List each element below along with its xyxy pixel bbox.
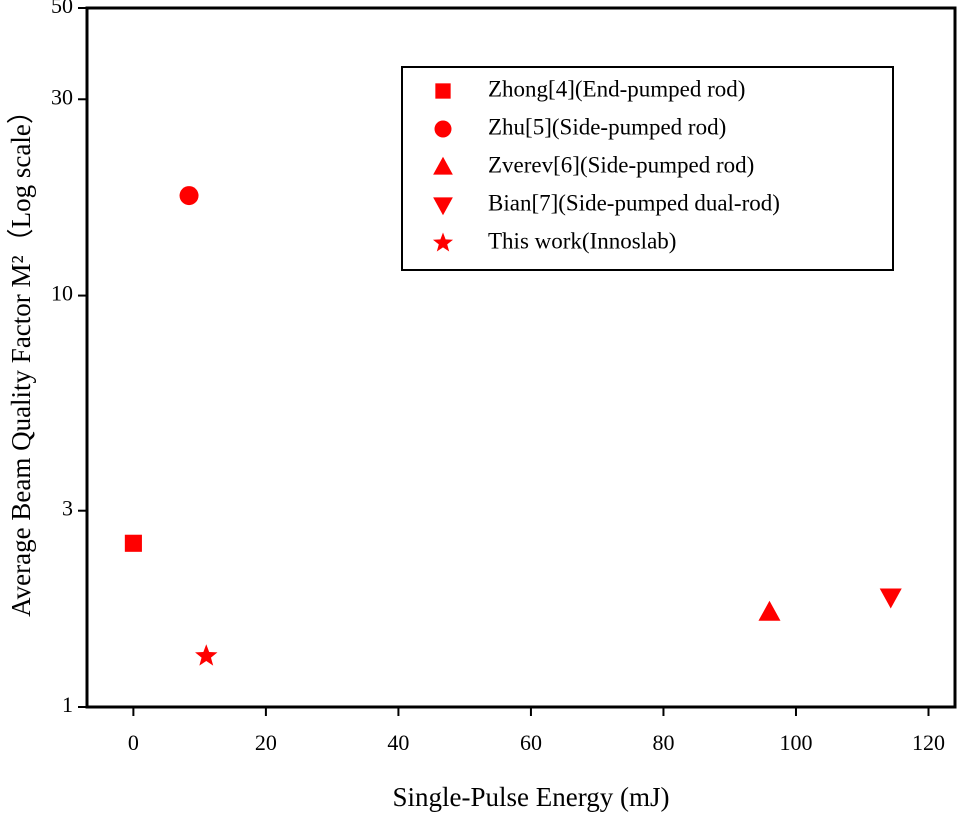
x-tick-label: 80 <box>652 730 674 755</box>
x-tick-label: 40 <box>387 730 409 755</box>
x-tick-label: 100 <box>779 730 812 755</box>
marker-triangle-down <box>879 588 902 609</box>
marker-triangle-up <box>758 600 781 621</box>
legend-label: This work(Innoslab) <box>488 228 676 253</box>
marker-square <box>435 83 451 99</box>
marker-star <box>432 232 454 252</box>
x-tick-label: 0 <box>128 730 139 755</box>
y-tick-label: 30 <box>51 84 73 109</box>
x-tick-label: 120 <box>912 730 945 755</box>
legend-label: Zhong[4](End-pumped rod) <box>488 76 745 101</box>
y-tick-label: 1 <box>62 692 73 717</box>
y-axis-label: Average Beam Quality Factor M²（Log scale… <box>6 97 36 617</box>
marker-circle <box>434 120 452 138</box>
marker-triangle-down <box>433 197 453 216</box>
marker-triangle-up <box>433 156 453 175</box>
marker-square <box>124 534 142 552</box>
legend-label: Zverev[6](Side-pumped rod) <box>488 152 754 177</box>
y-tick-label: 50 <box>51 0 73 18</box>
plot-frame <box>85 6 957 709</box>
x-tick-label: 60 <box>520 730 542 755</box>
x-tick-label: 20 <box>255 730 277 755</box>
y-tick-label: 10 <box>51 281 73 306</box>
legend-box <box>401 66 894 271</box>
marker-circle <box>179 186 199 206</box>
legend-label: Zhu[5](Side-pumped rod) <box>488 114 726 139</box>
y-tick-label: 3 <box>62 496 73 521</box>
marker-star <box>195 644 218 666</box>
legend-label: Bian[7](Side-pumped dual-rod) <box>488 190 780 215</box>
x-axis-label: Single-Pulse Energy (mJ) <box>393 782 670 812</box>
